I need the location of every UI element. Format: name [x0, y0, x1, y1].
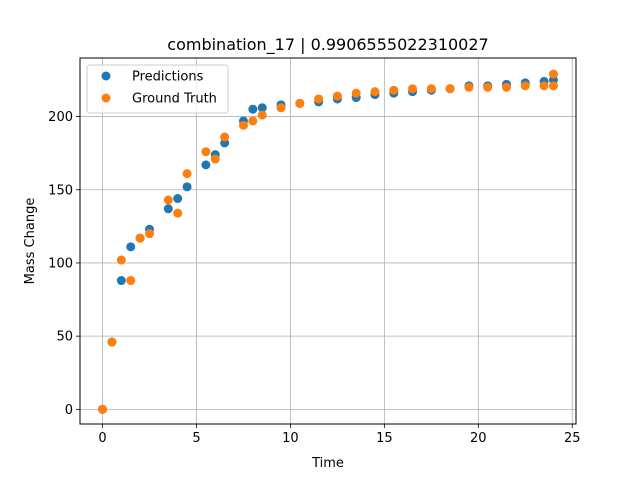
axis-ticks: 0 5 10 15 20 25 0 50 100 150 200 — [48, 110, 580, 446]
ground-truth-point — [314, 94, 324, 104]
ground-truth-point — [210, 154, 220, 164]
ground-truth-point — [145, 229, 155, 239]
y-tick-label: 100 — [48, 256, 73, 271]
prediction-point — [248, 104, 258, 114]
ground-truth-point — [445, 84, 455, 94]
ground-truth-point — [173, 208, 183, 218]
ground-truth-point — [276, 103, 286, 113]
data-points — [98, 69, 558, 414]
prediction-point — [173, 194, 183, 204]
legend-marker — [101, 93, 111, 103]
legend-marker — [101, 71, 111, 81]
legend-label: Ground Truth — [132, 92, 217, 107]
chart-title: combination_17 | 0.9906555022310027 — [167, 35, 488, 55]
ground-truth-point — [539, 81, 549, 91]
x-tick-label: 25 — [564, 431, 581, 446]
ground-truth-point — [201, 147, 211, 157]
x-axis-label: Time — [311, 456, 344, 471]
y-axis-label: Mass Change — [23, 198, 38, 285]
ground-truth-point — [107, 337, 117, 347]
ground-truth-point — [370, 87, 380, 97]
x-tick-label: 5 — [192, 431, 200, 446]
ground-truth-point — [116, 255, 126, 265]
ground-truth-point — [332, 91, 342, 101]
ground-truth-point — [182, 169, 192, 179]
x-tick-label: 10 — [282, 431, 299, 446]
ground-truth-point — [389, 85, 399, 95]
ground-truth-point — [483, 82, 493, 92]
ground-truth-point — [520, 81, 530, 91]
ground-truth-point — [351, 88, 361, 98]
prediction-point — [126, 242, 136, 252]
legend-box — [86, 64, 229, 114]
y-tick-label: 0 — [65, 403, 73, 418]
ground-truth-point — [257, 110, 267, 120]
legend: Predictions Ground Truth — [86, 64, 229, 114]
ground-truth-point — [295, 98, 305, 108]
ground-truth-point — [163, 195, 173, 205]
grid-lines — [80, 58, 576, 424]
axes-frame — [79, 57, 577, 425]
ground-truth-point — [126, 276, 136, 286]
ground-truth-point — [135, 233, 145, 243]
ground-truth-point — [248, 116, 258, 126]
legend-label: Predictions — [132, 70, 204, 85]
prediction-point — [163, 204, 173, 214]
ground-truth-point — [238, 120, 248, 130]
ground-truth-point — [220, 132, 230, 142]
prediction-point — [116, 276, 126, 286]
ground-truth-point — [548, 69, 558, 79]
ground-truth-point — [408, 84, 418, 94]
ground-truth-point — [501, 82, 511, 92]
x-tick-label: 20 — [470, 431, 487, 446]
prediction-point — [201, 160, 211, 170]
ground-truth-point — [548, 81, 558, 91]
y-tick-label: 200 — [48, 110, 73, 125]
y-tick-label: 50 — [56, 330, 73, 345]
prediction-point — [257, 103, 267, 113]
x-tick-label: 15 — [376, 431, 393, 446]
ground-truth-point — [464, 82, 474, 92]
x-tick-label: 0 — [98, 431, 106, 446]
ground-truth-point — [98, 404, 108, 414]
y-tick-label: 150 — [48, 183, 73, 198]
prediction-point — [182, 182, 192, 192]
ground-truth-point — [426, 84, 436, 94]
